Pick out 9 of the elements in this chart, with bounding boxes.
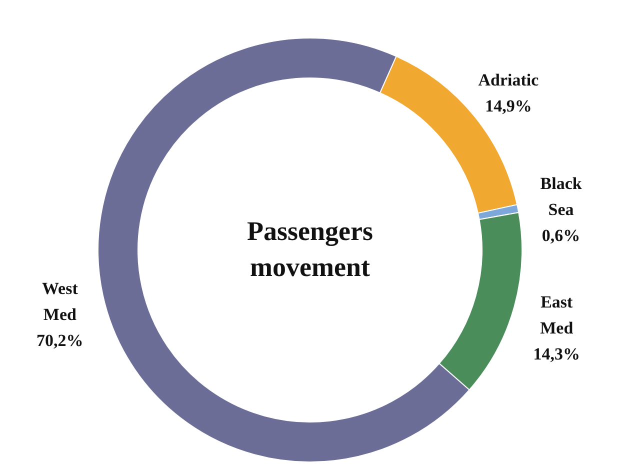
slice-label: East Med [540,292,574,338]
slice-label: Black Sea [540,174,582,219]
data-label: 14,3% [533,344,580,364]
data-label: 0,6% [542,226,580,245]
slice-label: Adriatic [478,70,540,90]
text: Passengers movement [247,216,373,282]
data-label: 70,2% [36,330,84,350]
slice-label: West Med [42,278,78,324]
data-label: 14,9% [485,96,532,116]
